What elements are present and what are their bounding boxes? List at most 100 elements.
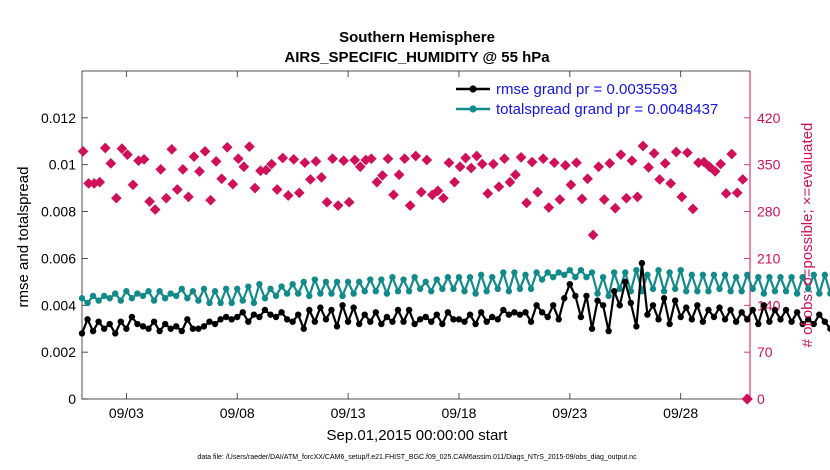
obs-point <box>194 166 205 177</box>
y-axis-label: rmse and totalspread <box>15 167 32 308</box>
rmse-point <box>200 323 208 330</box>
y2-tick-label: 210 <box>757 250 781 266</box>
rmse-point <box>333 323 341 330</box>
rmse-point <box>78 330 86 337</box>
rmse-point <box>195 325 202 332</box>
totalspread-point <box>455 273 463 281</box>
obs-point <box>476 158 488 170</box>
rmse-point <box>655 316 662 323</box>
rmse-point <box>289 318 296 325</box>
rmse-point <box>217 316 224 323</box>
totalspread-point <box>755 273 762 281</box>
obs-point <box>609 202 621 214</box>
rmse-point <box>627 299 635 307</box>
totalspread-point <box>744 271 751 279</box>
obs-point <box>587 229 599 241</box>
obs-count-series <box>77 140 753 405</box>
rmse-point <box>400 318 407 325</box>
y-tick-label: 0.012 <box>41 110 76 126</box>
rmse-point <box>793 309 801 316</box>
totalspread-point <box>610 269 618 276</box>
obs-point <box>548 157 560 169</box>
rmse-point <box>716 304 723 311</box>
obs-point <box>515 152 527 163</box>
rmse-point <box>178 327 185 335</box>
obs-point <box>232 153 244 165</box>
rmse-point <box>383 313 391 321</box>
rmse-point <box>777 316 784 323</box>
totalspread-point <box>333 278 341 286</box>
rmse-point <box>128 313 136 321</box>
rmse-point <box>472 320 479 328</box>
totalspread-point <box>328 290 335 297</box>
totalspread-point <box>206 299 213 307</box>
obs-point <box>122 149 133 161</box>
rmse-point <box>721 316 729 323</box>
obs-point <box>354 161 366 173</box>
obs-point <box>160 192 172 204</box>
obs-point <box>249 182 261 194</box>
rmse-point <box>245 318 252 325</box>
rmse-point <box>189 325 197 332</box>
totalspread-point <box>477 271 485 279</box>
totalspread-point <box>339 292 346 300</box>
rmse-point <box>782 306 790 314</box>
rmse-point <box>228 316 235 323</box>
rmse-point <box>444 309 452 316</box>
obs-point <box>210 156 222 167</box>
obs-point <box>172 184 183 195</box>
totalspread-point <box>494 285 501 293</box>
obs-point <box>277 152 289 164</box>
rmse-point <box>84 316 91 323</box>
totalspread-point <box>173 292 180 300</box>
totalspread-point <box>134 290 141 297</box>
rmse-point <box>605 327 612 335</box>
rmse-point <box>322 316 330 323</box>
x-axis-label: Sep.01,2015 00:00:00 start <box>327 427 509 444</box>
totalspread-point <box>793 290 801 297</box>
totalspread-point <box>489 273 496 281</box>
totalspread-point <box>217 299 224 307</box>
obs-point <box>565 179 577 191</box>
totalspread-point <box>566 266 574 274</box>
obs-point <box>421 154 433 166</box>
obs-point <box>621 192 632 204</box>
rmse-point <box>439 320 446 328</box>
totalspread-point <box>555 269 562 276</box>
totalspread-point <box>234 285 241 293</box>
obs-point <box>560 160 571 171</box>
totalspread-point <box>716 285 723 293</box>
x-axis: 09/03 09/08 09/13 09/18 09/23 09/28 <box>109 71 698 421</box>
totalspread-point <box>416 285 424 293</box>
totalspread-point <box>350 290 357 297</box>
obs-point <box>432 185 444 197</box>
totalspread-point <box>450 285 457 293</box>
legend-label-spread: totalspread grand pr = 0.0048437 <box>496 101 718 118</box>
obs-point <box>648 147 660 159</box>
obs-point <box>554 194 566 205</box>
obs-point <box>598 194 610 205</box>
rmse-point <box>483 318 490 325</box>
totalspread-point <box>660 288 668 295</box>
totalspread-point <box>272 292 280 300</box>
obs-point <box>487 158 499 170</box>
rmse-point <box>306 306 313 314</box>
rmse-point <box>511 309 518 316</box>
rmse-point <box>533 302 540 309</box>
totalspread-point <box>361 288 368 295</box>
obs-point <box>149 204 161 215</box>
rmse-point <box>389 318 396 325</box>
totalspread-point <box>311 276 319 283</box>
rmse-point <box>461 318 468 325</box>
obs-point <box>288 154 300 165</box>
obs-point <box>571 157 582 169</box>
rmse-point <box>622 278 629 286</box>
obs-point <box>271 184 283 195</box>
rmse-point <box>372 309 380 316</box>
legend-marker-rmse <box>469 85 477 93</box>
obs-point <box>321 196 333 208</box>
totalspread-point <box>749 285 756 293</box>
totalspread-point <box>117 297 125 304</box>
obs-point <box>111 192 122 204</box>
totalspread-point <box>805 285 812 293</box>
